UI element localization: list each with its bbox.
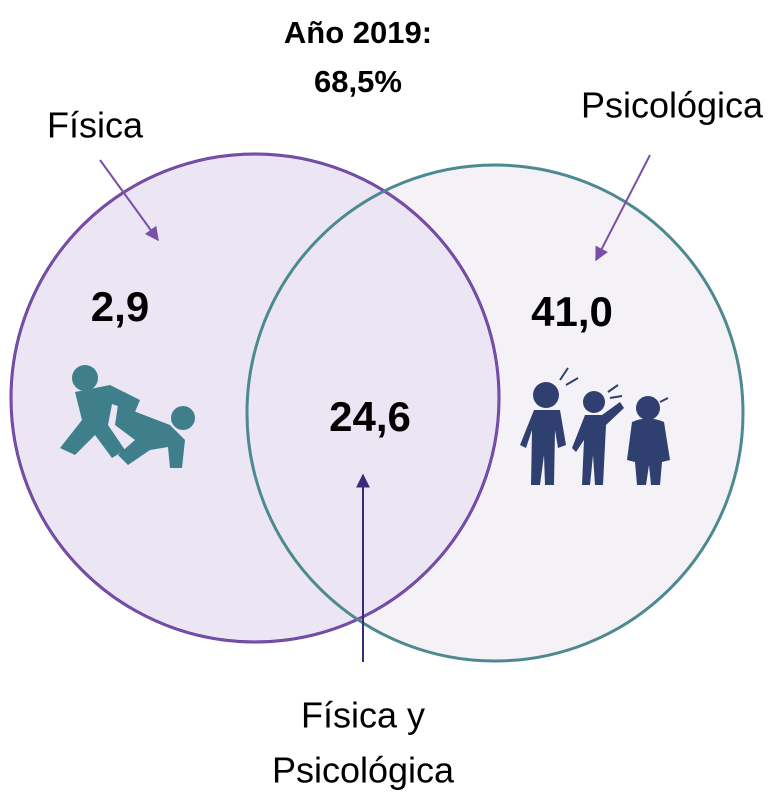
bullying-icon: [520, 367, 670, 485]
left-circle-edge: [10, 153, 500, 643]
right-circle: [245, 163, 745, 663]
set-label: Física: [47, 105, 144, 146]
title-line: 68,5%: [314, 64, 402, 99]
intersection-label: Física y: [301, 695, 425, 736]
arrow: [99, 159, 159, 242]
arrow: [595, 154, 651, 262]
set-label: Psicológica: [581, 85, 764, 126]
intersection-value: 24,6: [329, 393, 411, 440]
title-line: Año 2019:: [284, 15, 432, 50]
fight-icon: [60, 365, 195, 468]
intersection-label: Psicológica: [272, 750, 455, 791]
set-value: 41,0: [531, 288, 613, 335]
set-value: 2,9: [91, 283, 149, 330]
